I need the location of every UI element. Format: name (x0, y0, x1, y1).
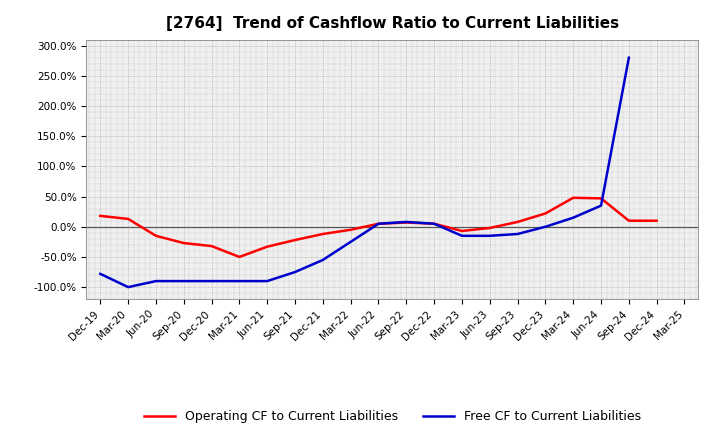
Operating CF to Current Liabilities (569, 195, 577, 200)
Operating CF to Current Liabilities (624, 218, 633, 224)
Operating CF to Current Liabilities (374, 221, 383, 226)
Free CF to Current Liabilities (430, 221, 438, 226)
Free CF to Current Liabilities (402, 219, 410, 224)
Free CF to Current Liabilities (235, 279, 243, 284)
Operating CF to Current Liabilities (541, 211, 550, 216)
Line: Free CF to Current Liabilities: Free CF to Current Liabilities (100, 58, 629, 287)
Operating CF to Current Liabilities (430, 221, 438, 226)
Free CF to Current Liabilities (179, 279, 188, 284)
Free CF to Current Liabilities (624, 55, 633, 60)
Operating CF to Current Liabilities (235, 254, 243, 260)
Legend: Operating CF to Current Liabilities, Free CF to Current Liabilities: Operating CF to Current Liabilities, Fre… (138, 405, 647, 428)
Free CF to Current Liabilities (318, 257, 327, 263)
Operating CF to Current Liabilities (291, 238, 300, 243)
Free CF to Current Liabilities (346, 239, 355, 245)
Free CF to Current Liabilities (513, 231, 522, 237)
Operating CF to Current Liabilities (318, 231, 327, 237)
Free CF to Current Liabilities (597, 203, 606, 208)
Free CF to Current Liabilities (207, 279, 216, 284)
Free CF to Current Liabilities (458, 233, 467, 238)
Operating CF to Current Liabilities (96, 213, 104, 219)
Free CF to Current Liabilities (124, 285, 132, 290)
Free CF to Current Liabilities (96, 271, 104, 276)
Operating CF to Current Liabilities (346, 227, 355, 232)
Free CF to Current Liabilities (569, 215, 577, 220)
Free CF to Current Liabilities (485, 233, 494, 238)
Free CF to Current Liabilities (374, 221, 383, 226)
Operating CF to Current Liabilities (402, 220, 410, 225)
Operating CF to Current Liabilities (652, 218, 661, 224)
Operating CF to Current Liabilities (597, 196, 606, 201)
Operating CF to Current Liabilities (152, 233, 161, 238)
Operating CF to Current Liabilities (207, 243, 216, 249)
Line: Operating CF to Current Liabilities: Operating CF to Current Liabilities (100, 198, 657, 257)
Free CF to Current Liabilities (263, 279, 271, 284)
Operating CF to Current Liabilities (485, 225, 494, 231)
Operating CF to Current Liabilities (179, 240, 188, 246)
Free CF to Current Liabilities (291, 269, 300, 275)
Free CF to Current Liabilities (152, 279, 161, 284)
Operating CF to Current Liabilities (124, 216, 132, 222)
Operating CF to Current Liabilities (263, 244, 271, 249)
Title: [2764]  Trend of Cashflow Ratio to Current Liabilities: [2764] Trend of Cashflow Ratio to Curren… (166, 16, 619, 32)
Free CF to Current Liabilities (541, 224, 550, 229)
Operating CF to Current Liabilities (513, 219, 522, 224)
Operating CF to Current Liabilities (458, 228, 467, 234)
